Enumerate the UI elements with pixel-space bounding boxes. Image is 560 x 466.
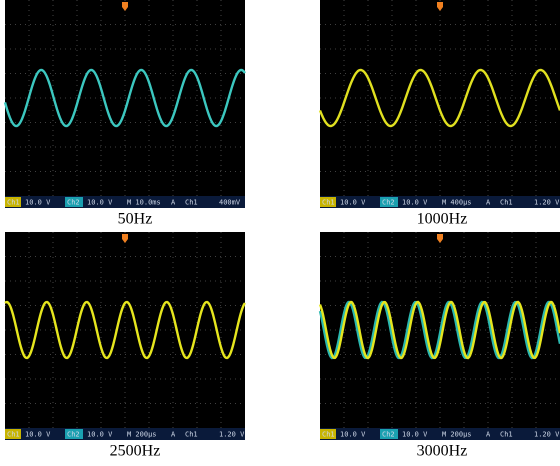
status-text: 10.0 V — [87, 199, 113, 207]
status-text: 10.0 V — [340, 199, 366, 207]
status-text: Ch2 — [67, 431, 80, 439]
caption: 50Hz — [118, 211, 153, 228]
status-text: Ch1 — [322, 199, 335, 207]
status-text: Ch2 — [382, 199, 395, 207]
status-text: Ch1 — [7, 199, 20, 207]
status-text: Ch1 — [500, 431, 513, 439]
status-text: M 10.0ms — [127, 199, 161, 207]
status-text: 10.0 V — [25, 431, 51, 439]
status-text: Ch2 — [67, 199, 80, 207]
status-text: M 200µs — [442, 431, 472, 439]
status-text: Ch1 — [7, 431, 20, 439]
status-text: Ch1 — [185, 199, 198, 207]
screen — [5, 0, 245, 208]
caption: 3000Hz — [417, 443, 468, 460]
status-text: Ch1 — [500, 199, 513, 207]
status-text: M 400µs — [442, 199, 472, 207]
screen — [5, 232, 245, 440]
caption: 2500Hz — [110, 443, 161, 460]
status-text: Ch2 — [382, 431, 395, 439]
status-text: 400mV — [219, 199, 241, 207]
status-text: Ch1 — [322, 431, 335, 439]
status-text: Ch1 — [185, 431, 198, 439]
status-text: 10.0 V — [340, 431, 366, 439]
status-text: 10.0 V — [25, 199, 51, 207]
status-text: 10.0 V — [402, 431, 428, 439]
caption: 1000Hz — [417, 211, 468, 228]
status-text: M 200µs — [127, 431, 157, 439]
status-text: 10.0 V — [402, 199, 428, 207]
figure: Ch110.0 VCh210.0 VM 10.0msACh1400mV50HzC… — [0, 0, 560, 466]
status-text: 10.0 V — [87, 431, 113, 439]
status-text: 1.20 V — [219, 431, 245, 439]
status-text: 1.20 V — [534, 431, 560, 439]
status-text: 1.20 V — [534, 199, 560, 207]
